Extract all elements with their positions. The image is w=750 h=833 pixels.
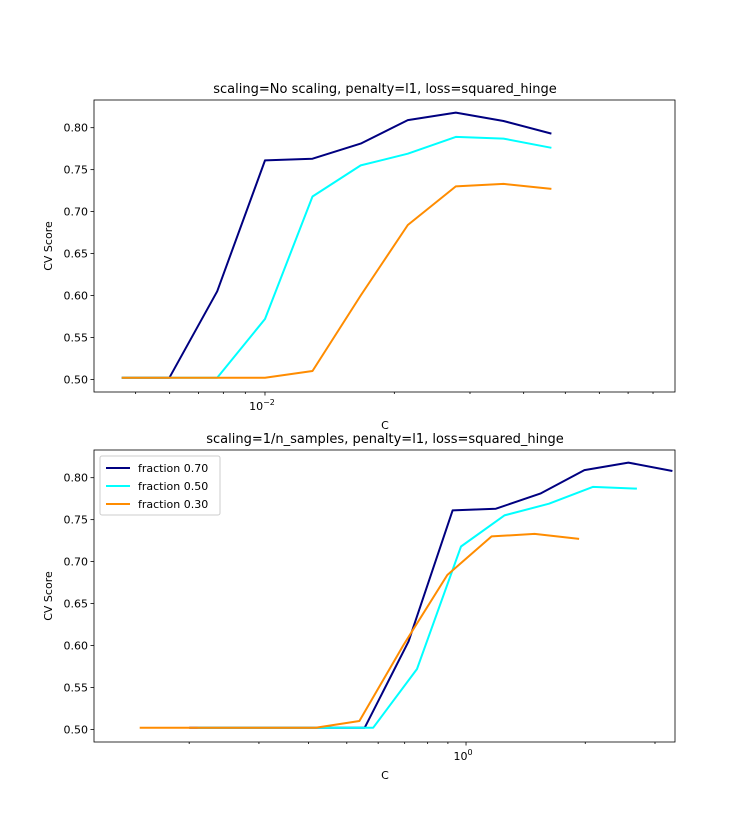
bottom-series-line: [139, 532, 580, 729]
bottom-y-tick-label: 0.50: [64, 723, 89, 736]
top-y-tick-label: 0.75: [64, 164, 89, 177]
bottom-chart-panel: scaling=1/n_samples, penalty=l1, loss=sq…: [42, 432, 676, 782]
bottom-x-axis-label: C: [381, 769, 389, 782]
bottom-y-tick-label: 0.70: [64, 556, 89, 569]
legend-box: [99, 455, 221, 516]
legend-label: fraction 0.50: [138, 480, 208, 493]
bottom-y-tick-label: 0.65: [64, 598, 89, 611]
legend-label: fraction 0.30: [138, 498, 208, 511]
top-y-tick-label: 0.80: [64, 122, 89, 135]
legend-label: fraction 0.70: [138, 462, 208, 475]
top-series-line: [121, 111, 552, 379]
bottom-y-tick-label: 0.55: [64, 681, 89, 694]
top-chart-panel: scaling=No scaling, penalty=l1, loss=squ…: [42, 82, 676, 432]
top-y-tick-label: 0.60: [64, 290, 89, 303]
top-y-tick-label: 0.50: [64, 373, 89, 386]
top-x-tick-label: 10−2: [249, 398, 275, 413]
bottom-y-tick-label: 0.60: [64, 640, 89, 653]
bottom-y-tick-label: 0.80: [64, 472, 89, 485]
bottom-y-axis-label: CV Score: [42, 571, 55, 621]
bottom-x-tick-label: 100: [453, 748, 472, 763]
top-x-axis-label: C: [381, 419, 389, 432]
top-plot-frame: [93, 99, 676, 393]
top-y-tick-label: 0.55: [64, 331, 89, 344]
bottom-plot-frame: [93, 449, 676, 743]
top-y-tick-label: 0.65: [64, 248, 89, 261]
top-chart-title: scaling=No scaling, penalty=l1, loss=squ…: [213, 82, 556, 97]
bottom-y-tick-label: 0.75: [64, 514, 89, 527]
bottom-chart-title: scaling=1/n_samples, penalty=l1, loss=sq…: [206, 432, 563, 447]
top-y-axis-label: CV Score: [42, 221, 55, 271]
top-y-tick-label: 0.70: [64, 206, 89, 219]
top-series-line: [121, 182, 552, 379]
